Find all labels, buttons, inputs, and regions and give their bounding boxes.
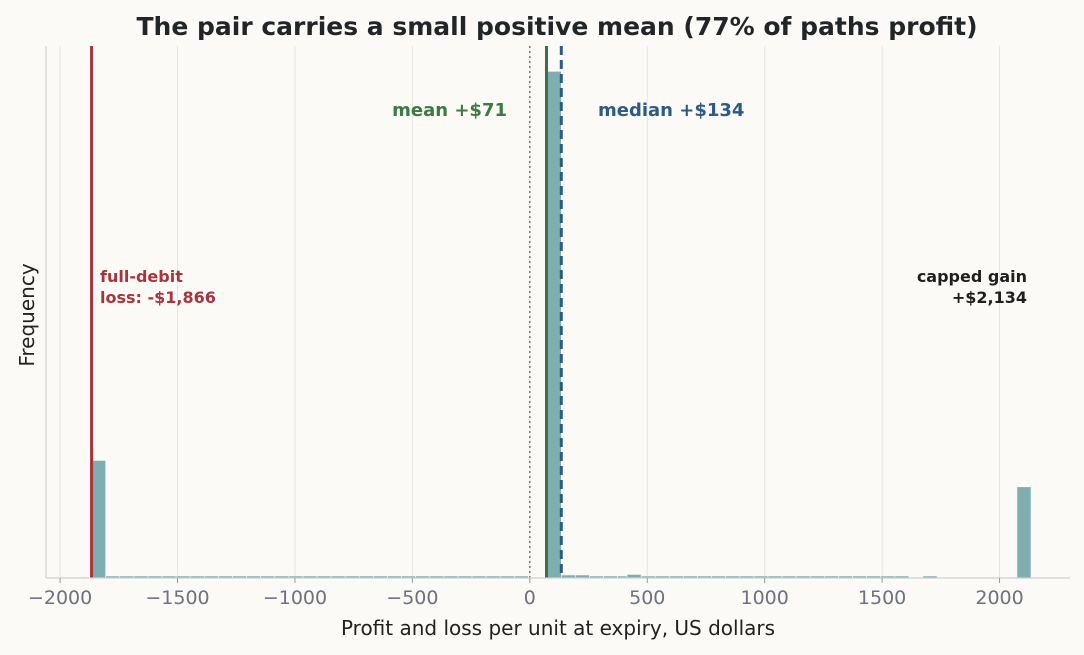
x-tick-label-1: −1500 — [145, 587, 209, 609]
x-tick-label-6: 1000 — [740, 587, 788, 609]
chart-title: The pair carries a small positive mean (… — [136, 12, 977, 41]
x-tick-label-4: 0 — [524, 587, 536, 609]
x-ticks: −2000 −1500 −1000 −500 0 500 1000 1500 2000 — [28, 578, 1024, 609]
reference-lines — [90, 46, 563, 578]
x-tick-label-2: −1000 — [263, 587, 327, 609]
histogram-bars — [91, 71, 1032, 579]
x-tick-label-5: 500 — [629, 587, 665, 609]
x-tick-label-8: 2000 — [975, 587, 1023, 609]
loss-annotation-line2: loss: -$1,866 — [100, 288, 216, 307]
histogram-bar-58 — [1016, 486, 1032, 579]
y-axis-label: Frequency — [15, 263, 39, 366]
x-tick-label-3: −500 — [386, 587, 438, 609]
x-tick-label-7: 1500 — [858, 587, 906, 609]
histogram-bar-31 — [546, 71, 562, 579]
median-annotation: median +$134 — [598, 100, 744, 121]
gain-annotation-line2: +$2,134 — [952, 288, 1027, 307]
x-tick-label-0: −2000 — [28, 587, 92, 609]
x-axis-label: Profit and loss per unit at expiry, US d… — [341, 616, 775, 640]
loss-annotation-line1: full-debit — [100, 267, 183, 286]
histogram-bar-0 — [91, 460, 106, 579]
gain-annotation-line1: capped gain — [917, 267, 1027, 286]
mean-annotation: mean +$71 — [392, 100, 507, 121]
